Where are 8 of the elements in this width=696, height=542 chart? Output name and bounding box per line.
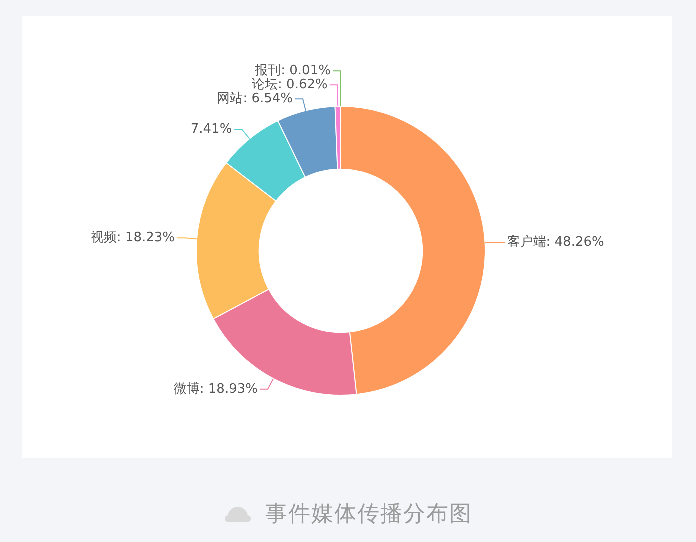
slice-label: 论坛: 0.62% <box>252 78 328 93</box>
slice-label: 客户端: 48.26% <box>507 234 604 250</box>
slice-label: 微博: 18.93% <box>174 382 258 397</box>
slice-label: 报刊: 0.01% <box>254 64 331 79</box>
text: 事件媒体传播分布图 <box>266 501 472 529</box>
data-label: 7.41% <box>190 122 232 138</box>
slice-label: 视频: 18.23% <box>90 230 176 246</box>
slice-label: 网站: 6.54% <box>217 92 294 107</box>
